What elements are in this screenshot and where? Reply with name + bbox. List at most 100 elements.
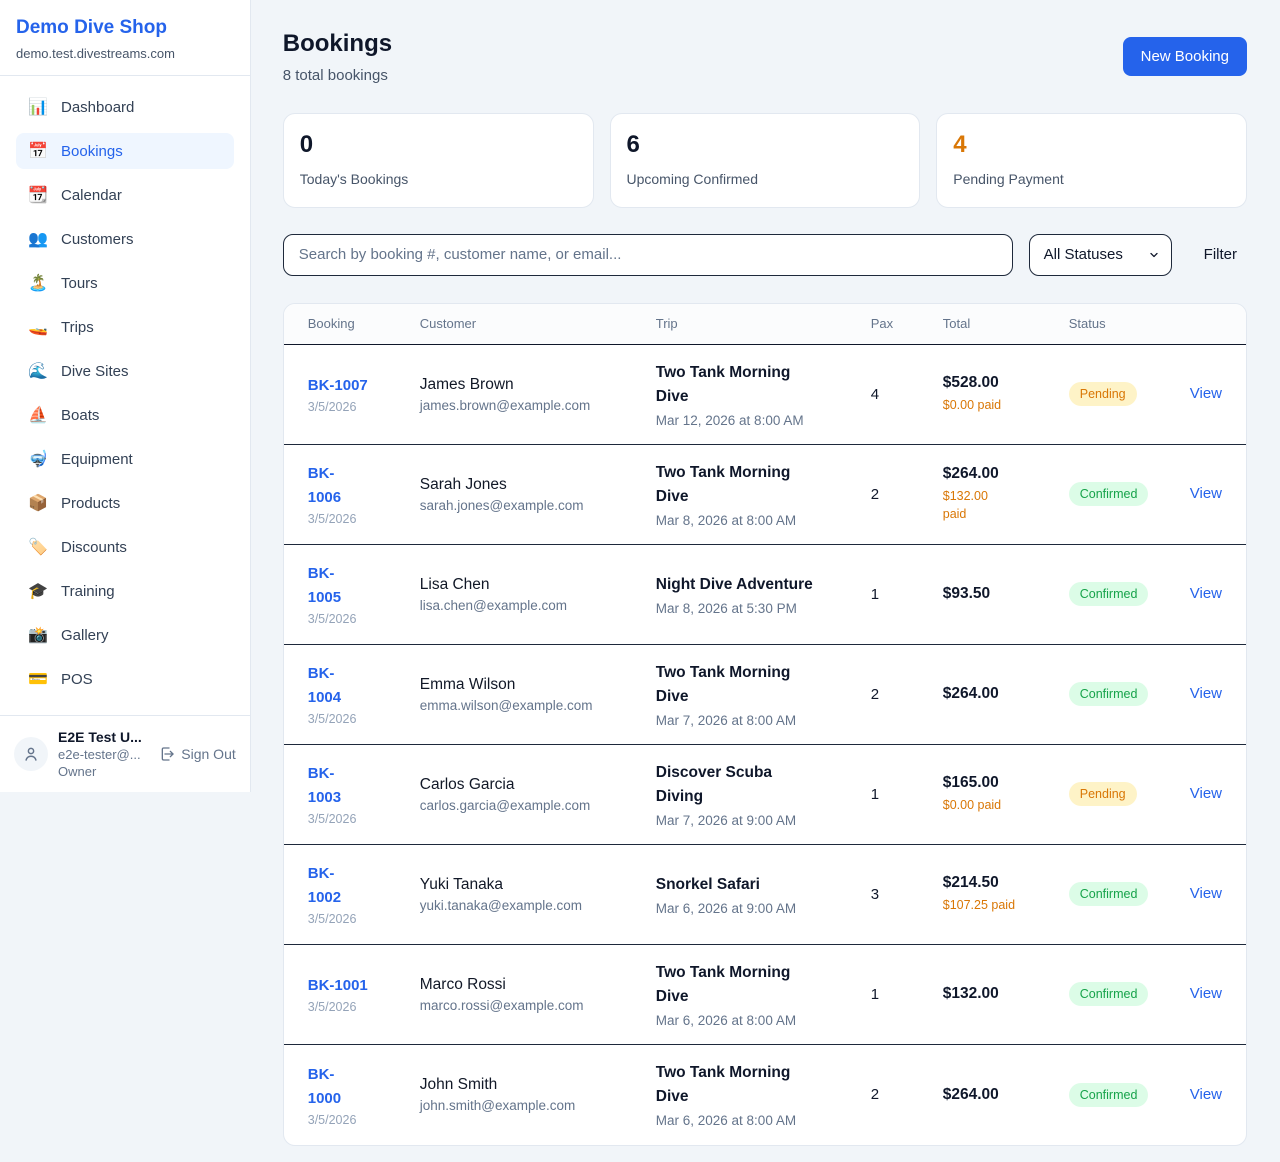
- new-booking-button[interactable]: New Booking: [1122, 37, 1247, 76]
- pax-count: 2: [870, 485, 880, 503]
- trip-datetime: Mar 6, 2026 at 8:00 AM: [655, 1012, 797, 1028]
- total-cell: $528.00 $0.00 paid: [943, 374, 1069, 415]
- user-name: E2E Test U...: [58, 729, 142, 745]
- booking-id-link[interactable]: BK- 1004: [307, 665, 342, 707]
- status-select[interactable]: All Statuses: [1028, 233, 1172, 276]
- view-cell: View: [1190, 385, 1222, 403]
- sidebar-item-gallery[interactable]: 📸 Gallery: [28, 626, 109, 645]
- booking-id-link[interactable]: BK-1007: [307, 377, 368, 395]
- customer-cell: Sarah Jones sarah.jones@example.com: [420, 476, 656, 513]
- search-input[interactable]: [282, 233, 1013, 276]
- pax-count: 4: [870, 385, 880, 403]
- sidebar-item-boats[interactable]: ⛵ Boats: [28, 406, 100, 425]
- booking-cell: BK- 1006 3/5/2026: [308, 462, 420, 526]
- total-cell: $264.00: [943, 685, 1069, 703]
- trip-datetime: Mar 6, 2026 at 9:00 AM: [655, 900, 797, 916]
- total-amount: $93.50: [942, 585, 991, 603]
- filter-button[interactable]: Filter: [1203, 246, 1237, 264]
- customer-email: james.brown@example.com: [419, 397, 591, 413]
- pax-count: 2: [870, 685, 880, 703]
- view-link[interactable]: View: [1189, 685, 1222, 703]
- customer-name: James Brown: [419, 375, 514, 393]
- booking-date: 3/5/2026: [307, 1000, 357, 1015]
- booking-id-link[interactable]: BK- 1002: [307, 865, 342, 907]
- booking-cell: BK- 1003 3/5/2026: [308, 762, 420, 826]
- trip-name: Two Tank Morning Dive: [655, 463, 791, 505]
- view-link[interactable]: View: [1189, 1085, 1222, 1103]
- trip-datetime: Mar 8, 2026 at 5:30 PM: [655, 600, 797, 616]
- booking-id-link[interactable]: BK- 1000: [307, 1065, 342, 1107]
- sidebar-item-customers[interactable]: 👥 Customers: [28, 230, 134, 249]
- status-badge: Confirmed: [1068, 682, 1149, 707]
- sidebar-item-bookings[interactable]: 📅 Bookings: [16, 133, 234, 169]
- stat-label: Pending Payment: [953, 170, 1064, 187]
- page-header: Bookings 8 total bookings New Booking: [283, 30, 1247, 84]
- brand-header: Demo Dive Shop demo.test.divestreams.com: [0, 0, 250, 76]
- pax-count: 1: [870, 785, 880, 803]
- view-link[interactable]: View: [1189, 885, 1222, 903]
- column-header-customer: Customer: [419, 316, 477, 332]
- status-cell: Confirmed: [1068, 982, 1190, 1007]
- customer-name: Carlos Garcia: [419, 775, 515, 793]
- sidebar-item-products[interactable]: 📦 Products: [28, 494, 121, 513]
- sidebar-item-training[interactable]: 🎓 Training: [28, 582, 115, 601]
- view-link[interactable]: View: [1189, 385, 1222, 403]
- total-amount: $132.00: [942, 985, 999, 1003]
- page-header-text: Bookings 8 total bookings: [283, 30, 392, 84]
- stat-label: Today's Bookings: [299, 170, 409, 187]
- table-row: BK- 1006 3/5/2026 Sarah Jones sarah.jone…: [283, 445, 1246, 545]
- customers-icon: 👥: [28, 231, 48, 248]
- sidebar-item-dashboard[interactable]: 📊 Dashboard: [28, 98, 135, 117]
- sidebar-item-tours[interactable]: 🏝️ Tours: [28, 274, 98, 293]
- total-cell: $264.00 $132.00 paid: [943, 465, 1069, 525]
- total-cell: $93.50: [943, 585, 1069, 603]
- paid-amount: $0.00 paid: [942, 797, 1002, 812]
- avatar: [14, 737, 48, 771]
- customer-email: lisa.chen@example.com: [419, 597, 568, 613]
- sidebar-item-equipment[interactable]: 🤿 Equipment: [28, 450, 133, 469]
- sign-out-button[interactable]: Sign Out: [159, 746, 236, 762]
- sidebar-item-pos[interactable]: 💳 POS: [28, 670, 93, 689]
- booking-cell: BK- 1002 3/5/2026: [308, 862, 420, 926]
- customer-email: john.smith@example.com: [419, 1098, 576, 1114]
- view-link[interactable]: View: [1189, 585, 1222, 603]
- booking-id-link[interactable]: BK- 1003: [307, 765, 342, 807]
- status-cell: Pending: [1068, 382, 1190, 407]
- filter-row: All Statuses Filter: [282, 233, 1247, 276]
- sidebar-item-dive-sites[interactable]: 🌊 Dive Sites: [28, 362, 129, 381]
- booking-date: 3/5/2026: [307, 1112, 357, 1127]
- table-row: BK-1007 3/5/2026 James Brown james.brown…: [283, 345, 1246, 445]
- trip-name: Discover Scuba Diving: [655, 763, 773, 805]
- booking-date: 3/5/2026: [307, 512, 357, 527]
- customer-cell: Emma Wilson emma.wilson@example.com: [420, 676, 656, 713]
- bookings-icon: 📅: [28, 143, 48, 160]
- sidebar-item-trips[interactable]: 🚤 Trips: [28, 318, 94, 337]
- trip-name: Night Dive Adventure: [655, 575, 813, 593]
- sidebar-item-calendar[interactable]: 📆 Calendar: [28, 186, 122, 205]
- view-link[interactable]: View: [1189, 485, 1222, 503]
- booking-id-link[interactable]: BK- 1005: [307, 565, 342, 607]
- booking-id-link[interactable]: BK- 1006: [307, 465, 342, 507]
- trip-cell: Two Tank Morning Dive Mar 12, 2026 at 8:…: [656, 361, 871, 428]
- booking-date: 3/5/2026: [307, 400, 357, 415]
- column-header-status: Status: [1068, 316, 1106, 332]
- trip-datetime: Mar 7, 2026 at 8:00 AM: [655, 712, 797, 728]
- total-cell: $132.00: [943, 985, 1069, 1003]
- sidebar-item-discounts[interactable]: 🏷️ Discounts: [28, 538, 127, 557]
- trip-cell: Two Tank Morning Dive Mar 6, 2026 at 8:0…: [656, 1061, 871, 1128]
- booking-date: 3/5/2026: [307, 612, 357, 627]
- status-badge: Confirmed: [1068, 482, 1149, 507]
- status-select-value: All Statuses: [1043, 246, 1123, 264]
- stat-value: 0: [299, 131, 314, 158]
- total-amount: $214.50: [942, 873, 999, 891]
- table-row: BK- 1000 3/5/2026 John Smith john.smith@…: [284, 1045, 1246, 1145]
- view-link[interactable]: View: [1189, 985, 1222, 1003]
- booking-id-link[interactable]: BK-1001: [307, 977, 368, 995]
- paid-amount: $107.25 paid: [942, 897, 1016, 912]
- table-row: BK-1001 3/5/2026 Marco Rossi marco.rossi…: [283, 945, 1246, 1045]
- products-icon: 📦: [28, 495, 48, 512]
- total-amount: $264.00: [942, 464, 999, 482]
- stat-value: 4: [953, 131, 967, 158]
- view-link[interactable]: View: [1189, 785, 1222, 803]
